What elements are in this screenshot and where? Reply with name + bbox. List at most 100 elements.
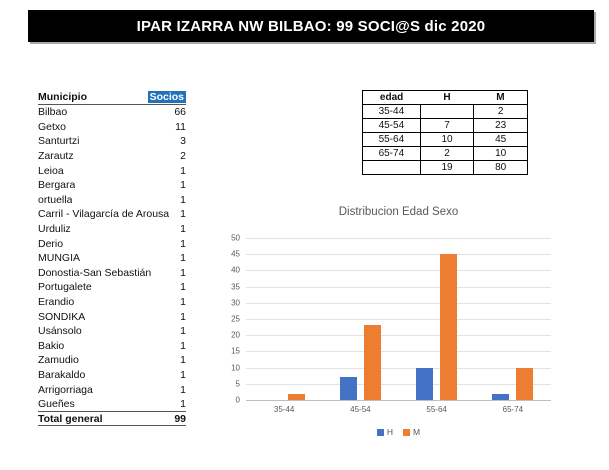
gridline [246,286,551,288]
edad-table: edad H M 35-44 2 45-54 7 23 55-64 10 45 65-74 2 10… [362,90,528,175]
socios-count: 1 [180,354,186,367]
socios-count: 1 [180,193,186,206]
table-row: 45-54 7 23 [362,118,528,133]
municipio-name: Bakio [38,339,65,352]
table-row: Gueñes 1 [38,397,186,412]
y-tick-label: 5 [235,379,240,389]
municipio-name: Derio [38,237,64,250]
legend-label-h: H [386,427,394,437]
table-row: Leioa 1 [38,163,186,178]
socios-count: 1 [180,339,186,352]
y-tick-label: 45 [231,249,240,259]
legend-item-m: M [403,427,420,437]
gridline [246,383,551,385]
banner-title: IPAR IZARRA NW BILBAO: 99 SOCI@S dic 202… [136,17,486,35]
municipio-name: ortuella [38,193,73,206]
table-row: Donostia-San Sebastián 1 [38,266,186,281]
h-count-cell: 7 [419,118,475,133]
y-tick-label: 35 [231,282,240,292]
x-axis-label: 55-64 [426,405,447,414]
m-count-cell: 10 [473,146,528,161]
socios-count: 1 [180,383,186,396]
gridline [246,367,551,369]
y-tick-label: 10 [231,363,240,373]
socios-count: 1 [180,310,186,323]
table-row: Zamudio 1 [38,353,186,368]
municipio-name: SONDIKA [38,310,86,323]
plot-area: 0 5 10 15 20 25 30 35 40 45 50 35-44 45-54 55-64 65-74 [231,234,551,414]
socios-count: 1 [180,281,186,294]
socios-count: 66 [174,106,186,119]
m-count-cell: 2 [473,104,528,119]
m-column-header: M [473,90,528,105]
table-row: Bakio 1 [38,339,186,354]
socios-count: 1 [180,252,186,265]
municipio-name: Bilbao [38,106,68,119]
municipio-table: Municipio Socios Bilbao 66 Getxo 11 Santurtz… [38,90,186,427]
municipio-column-header: Municipio [38,91,87,103]
table-row: Erandio 1 [38,295,186,310]
table-row: SONDIKA 1 [38,309,186,324]
table-row: Usánsolo 1 [38,324,186,339]
bar-h-65-74 [492,393,510,400]
municipio-name: Santurtzi [38,135,80,148]
socios-count: 1 [180,266,186,279]
gridline [246,335,551,337]
table-row: Portugalete 1 [38,280,186,295]
municipio-name: Portugalete [38,281,92,294]
municipio-total-row: Total general 99 [38,411,186,427]
m-count-cell: 45 [473,132,528,147]
table-row: 55-64 10 45 [362,132,528,147]
table-row: Carril - Vilagarcía de Arousa 1 [38,207,186,222]
title-banner: IPAR IZARRA NW BILBAO: 99 SOCI@S dic 202… [28,10,594,42]
edad-range-cell: 35-44 [362,104,421,119]
edad-range-cell: 45-54 [362,118,421,133]
socios-count: 1 [180,208,186,221]
municipio-name: Zarautz [38,150,74,163]
table-row: MUNGIA 1 [38,251,186,266]
chart-title: Distribucion Edad Sexo [338,206,459,218]
y-tick-label: 30 [231,298,240,308]
table-row: Barakaldo 1 [38,368,186,383]
gridline [246,319,551,320]
bar-m-55-64 [440,254,458,400]
gridline [246,302,551,304]
table-row: Bergara 1 [38,178,186,193]
h-count-cell [419,104,475,119]
socios-count: 1 [180,296,186,309]
bar-m-65-74 [516,367,534,400]
edad-range-cell: 65-74 [362,146,421,161]
municipio-rows: Bilbao 66 Getxo 11 Santurtzi 3 Zarautz 2 Leioa 1 B… [38,105,186,411]
table-row: 35-44 2 [362,104,528,119]
municipio-table-header: Municipio Socios [38,90,186,105]
socios-count: 1 [180,179,186,192]
legend-swatch-m [403,428,411,436]
gridline [246,351,551,353]
gridline [246,254,551,256]
m-count-cell: 23 [473,118,528,133]
h-column-header: H [420,90,474,105]
table-row: Zarautz 2 [38,149,186,164]
municipio-name: Erandio [38,296,75,309]
table-row: Getxo 11 [38,120,186,135]
municipio-name: Bergara [38,179,76,192]
table-row: Bilbao 66 [38,105,186,120]
bar-h-45-54 [339,377,357,400]
municipio-name: Zamudio [38,354,79,367]
x-axis-label: 45-54 [350,405,371,414]
edad-range-cell [362,160,421,175]
edad-range-cell: 55-64 [362,132,421,147]
socios-count: 1 [180,164,186,177]
bar-h-55-64 [416,367,434,400]
municipio-name: Urduliz [38,223,71,236]
legend-swatch-h [376,428,384,436]
x-axis-label: 65-74 [502,405,524,414]
socios-count: 2 [180,150,186,163]
gridline [246,400,551,401]
h-count-cell: 10 [419,132,475,147]
h-count-cell: 19 [419,160,475,175]
municipio-name: Arrigorriaga [38,383,93,396]
socios-count: 1 [180,368,186,381]
